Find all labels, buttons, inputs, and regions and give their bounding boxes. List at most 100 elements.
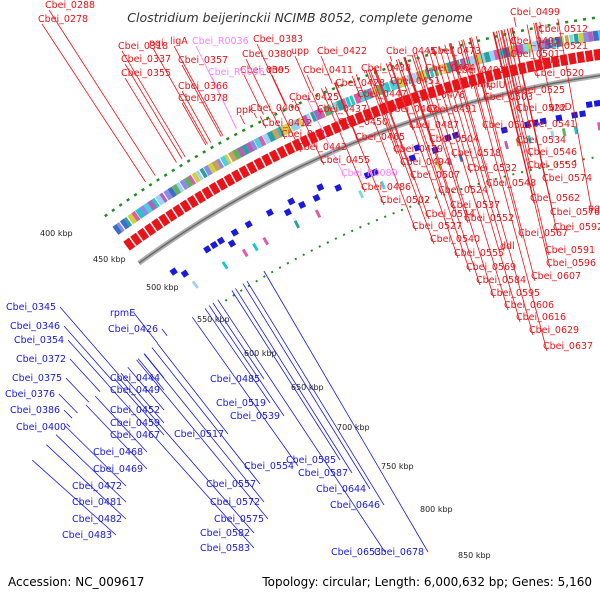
gene-label-forward: Cbei_0380 [242,49,292,60]
gene-label-rna: Cbei_R0036 [192,36,249,47]
gene-label-forward: Cbei_0442 [297,142,347,153]
gene-label-reverse: Cbei_0482 [72,514,122,525]
leader-line-forward [389,62,414,131]
leader-line-reverse [66,423,71,428]
gene-label-reverse: Cbei_0400 [16,422,66,433]
gene-label-reverse: Cbei_0467 [110,430,160,441]
gene-label-forward: Cbei_0366 [178,81,228,92]
leader-line-forward [461,39,487,131]
reverse-strand-track [169,99,600,278]
leader-line-forward [320,55,333,84]
gene-label-forward: Cbei_0629 [529,325,579,336]
scale-label: 450 kbp [93,255,126,264]
leader-line-forward [471,37,536,282]
leader-line-reverse [151,347,261,485]
leader-line-forward [404,57,434,145]
leader-line-forward [503,29,520,96]
gene-label-reverse: Cbei_0554 [244,461,294,472]
gene-label-forward: Cbei_0486 [361,182,411,193]
leader-line-reverse [242,283,371,490]
leader-line-reverse [85,404,148,470]
leader-line-forward [513,16,517,27]
leader-line-forward [367,69,405,168]
gene-label-reverse: Cbei_0444 [110,373,160,384]
genome-summary-text: Topology: circular; Length: 6,000,632 bp… [261,575,592,589]
gene-label-forward: ppk [236,105,254,116]
gene-label-forward: Cbei_0450 [338,117,388,128]
gene-label-forward: Cbei_0378 [178,93,228,104]
leader-line-reverse [127,366,165,411]
leader-line-forward [306,74,315,92]
leader-line-forward [398,58,471,273]
leader-line-forward [535,22,554,113]
gene-label-forward: Cbei_0591 [545,245,595,256]
gene-label-reverse: Cbei_0519 [216,398,266,409]
gene-label-forward: Cbei_0479 [393,144,443,155]
gene-label-forward: Cbei_0288 [45,0,95,11]
leader-line-forward [372,67,415,181]
leader-line-forward [403,57,455,211]
gene-label-forward: Cbei_0532 [467,163,517,174]
leader-line-forward [536,22,543,52]
gene-label-forward: araD [549,102,572,113]
scale-label: 600 kbp [244,349,277,358]
leader-line-forward [421,51,456,159]
leader-line-forward [320,88,366,193]
leader-line-forward [432,48,436,57]
leader-line-forward [450,42,534,336]
leader-line-forward [469,37,488,103]
gene-label-reverse: Cbei_0354 [14,335,64,346]
leader-line-forward [259,116,267,129]
leader-line-forward [374,67,393,115]
leader-line-forward [365,70,398,155]
scale-label: 500 kbp [146,283,179,292]
gene-label-forward: Cbei_0515 [482,120,532,131]
leader-line-forward [421,51,430,74]
gene-label-reverse: Cbei_0644 [316,484,366,495]
gene-label-reverse: Cbei_0375 [12,373,62,384]
gc-content-ring [104,15,600,218]
gene-label-reverse: Cbei_0468 [93,447,143,458]
gene-label-forward: Cbei_0518 [451,148,501,159]
gene-label-forward: Cbei_0395 [240,65,290,76]
leader-line-forward [507,28,531,130]
leader-line-forward [389,55,393,62]
leader-line-reverse [161,328,168,336]
leader-line-forward [363,71,366,74]
gene-label-forward: Cbei_0411 [303,65,353,76]
leader-line-forward [373,67,430,220]
leader-line-reverse [69,358,101,392]
leader-line-reverse [59,306,120,376]
gene-label-reverse: rpmE [110,308,135,319]
gene-label-reverse: Cbei_0376 [5,389,55,400]
leader-line-reverse [212,302,265,380]
leader-line-forward [475,36,491,91]
gene-label-forward: Cbei_0465 [355,132,405,143]
gene-label-forward: Cbei_0607 [531,271,581,282]
leader-line-forward [41,23,146,183]
gene-label-forward: Cbei_0476 [415,90,465,101]
gene-label-forward: Cbei_0637 [543,341,593,352]
gene-label-forward: Cbei_0337 [121,54,171,65]
gene-label-reverse: Cbei_0386 [10,405,60,416]
gene-label-reverse: Cbei_0483 [62,530,112,541]
leader-line-forward [152,47,208,145]
gene-label-forward: Cbei_0514 [425,209,475,220]
gene-label-forward: Cbei_0383 [253,34,303,45]
leader-line-reverse [117,375,255,534]
leader-line-reverse [63,325,113,381]
gene-label-forward: ddl [500,241,515,252]
gene-label-forward: Cbei_0595 [490,288,540,299]
gene-label-forward: rho [268,65,284,76]
leader-line-reverse [143,353,265,503]
gene-label-forward: Cbei_0406 [250,103,300,114]
gene-label-forward: Cbei_0552 [464,213,514,224]
gene-label-forward: Cbei_0447 [357,89,407,100]
leader-line-forward [448,43,491,189]
leader-line-reverse [156,343,229,435]
leader-line-forward [271,74,286,105]
gene-label-forward: frcK [538,55,557,66]
scale-label: 850 kbp [458,551,491,560]
